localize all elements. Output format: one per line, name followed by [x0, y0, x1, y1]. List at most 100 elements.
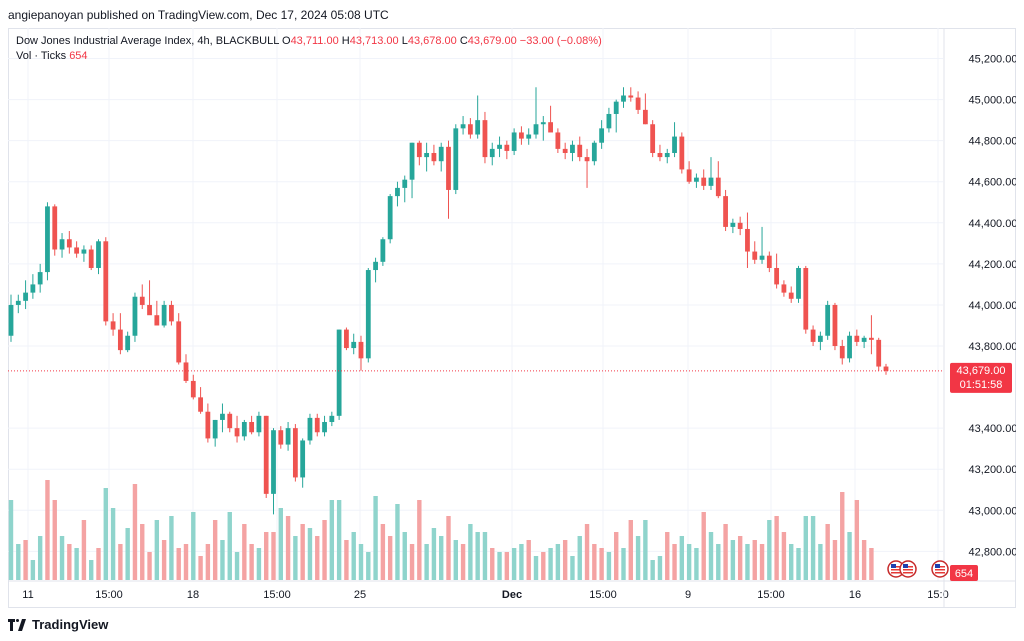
- candle-body: [271, 430, 276, 494]
- volume-bar: [752, 540, 757, 580]
- volume-bar: [23, 540, 28, 580]
- candle-body: [570, 144, 575, 153]
- volume-bar: [861, 540, 867, 580]
- volume-bar: [45, 480, 50, 580]
- price-tick-label: 42,800.00: [969, 546, 1016, 558]
- us-event-flag-icon[interactable]: [931, 560, 949, 578]
- candle-body: [446, 146, 451, 190]
- volume-bar: [52, 500, 57, 580]
- volume-bar: [205, 544, 211, 580]
- candle-body: [234, 428, 240, 437]
- volume-bar: [672, 544, 677, 580]
- tradingview-brand[interactable]: TradingView: [8, 617, 108, 632]
- candle-body: [694, 177, 699, 182]
- volume-bar: [781, 532, 787, 580]
- volume-bar: [679, 536, 685, 580]
- price-tick-label: 45,200.00: [969, 54, 1016, 66]
- volume-tag: [950, 565, 978, 581]
- volume-bar: [468, 524, 473, 580]
- candle-body: [307, 417, 313, 441]
- candle-body: [788, 292, 794, 299]
- candle-body: [212, 419, 218, 439]
- volume-bar: [395, 504, 400, 580]
- candle-body: [336, 329, 342, 416]
- high-label: H: [341, 35, 350, 47]
- candle-body: [88, 249, 94, 268]
- volume-bar: [234, 552, 240, 580]
- volume-bar: [686, 544, 692, 580]
- time-tick-label: 25: [354, 589, 366, 601]
- price-tick-label: 44,600.00: [969, 177, 1016, 189]
- candle-body: [81, 249, 87, 254]
- candle-body: [766, 255, 772, 268]
- volume-bar: [854, 500, 860, 580]
- volume-bar: [285, 516, 291, 580]
- volume-bar: [541, 552, 546, 580]
- candle-body: [263, 415, 269, 494]
- volume-bar: [810, 516, 816, 580]
- candle-body: [540, 122, 546, 125]
- candle-body: [416, 142, 422, 158]
- close-value: 43,679.00: [467, 35, 517, 47]
- candle-body: [409, 142, 415, 180]
- candle-body: [227, 413, 233, 429]
- candle-body: [402, 179, 408, 188]
- candle-body: [125, 335, 131, 351]
- us-event-flag-icon[interactable]: [899, 560, 917, 578]
- chart-canvas[interactable]: 45,200.00 45,000.00 44,800.00 44,600.00 44,4…: [8, 28, 1016, 608]
- time-tick-label: 9: [685, 589, 691, 601]
- candle-body: [599, 128, 605, 143]
- candle-body: [686, 169, 692, 182]
- volume-bar: [511, 548, 517, 580]
- volume-bar: [497, 552, 502, 580]
- volume-bar: [482, 532, 488, 580]
- volume-bar: [132, 484, 138, 580]
- volume-bar: [737, 536, 743, 580]
- candle-body: [161, 304, 167, 326]
- volume-bar: [183, 544, 189, 580]
- volume-bar: [30, 560, 36, 580]
- candle-body: [176, 321, 182, 363]
- candle-body: [679, 136, 685, 170]
- brand-name: TradingView: [32, 617, 109, 632]
- candle-body: [613, 101, 619, 114]
- candle-body: [475, 120, 481, 135]
- candle-body: [285, 428, 291, 445]
- volume-bar: [249, 544, 254, 580]
- candle-body: [314, 417, 320, 433]
- volume-label[interactable]: Vol · Ticks: [16, 50, 67, 62]
- candle-body: [103, 241, 109, 322]
- volume-bar: [832, 540, 838, 580]
- volume-bar: [774, 516, 779, 580]
- candle-body: [373, 261, 378, 271]
- volume-bar: [825, 524, 830, 580]
- volume-bar: [271, 532, 276, 580]
- volume-bar: [635, 536, 641, 580]
- candle-body: [774, 267, 780, 285]
- candle-body: [708, 177, 714, 186]
- volume-bar: [490, 548, 495, 580]
- candle-body: [482, 120, 488, 158]
- volume-bar: [548, 548, 553, 580]
- volume-bar: [300, 524, 305, 580]
- volume-row: Vol · Ticks 654: [16, 49, 602, 64]
- candle-body: [854, 335, 860, 342]
- time-tick-label: Dec: [502, 589, 522, 601]
- volume-bar: [577, 536, 582, 580]
- volume-bar: [8, 500, 14, 580]
- candle-body: [869, 337, 874, 340]
- volume-bar: [504, 552, 510, 580]
- volume-bar: [402, 532, 407, 580]
- last-price-label: 43,679.00: [957, 365, 1006, 377]
- price-tick-label: 45,000.00: [969, 95, 1016, 107]
- volume-bar: [475, 532, 480, 580]
- volume-bar: [657, 556, 663, 580]
- candle-body: [183, 362, 189, 381]
- volume-bar: [818, 544, 823, 580]
- candle-body: [562, 148, 568, 153]
- candle-body: [154, 315, 160, 326]
- symbol-name[interactable]: Dow Jones Industrial Average Index, 4h, …: [16, 35, 279, 47]
- candle-body: [701, 177, 707, 186]
- volume-bar: [96, 548, 101, 580]
- time-tick-label: 15:0: [927, 589, 948, 601]
